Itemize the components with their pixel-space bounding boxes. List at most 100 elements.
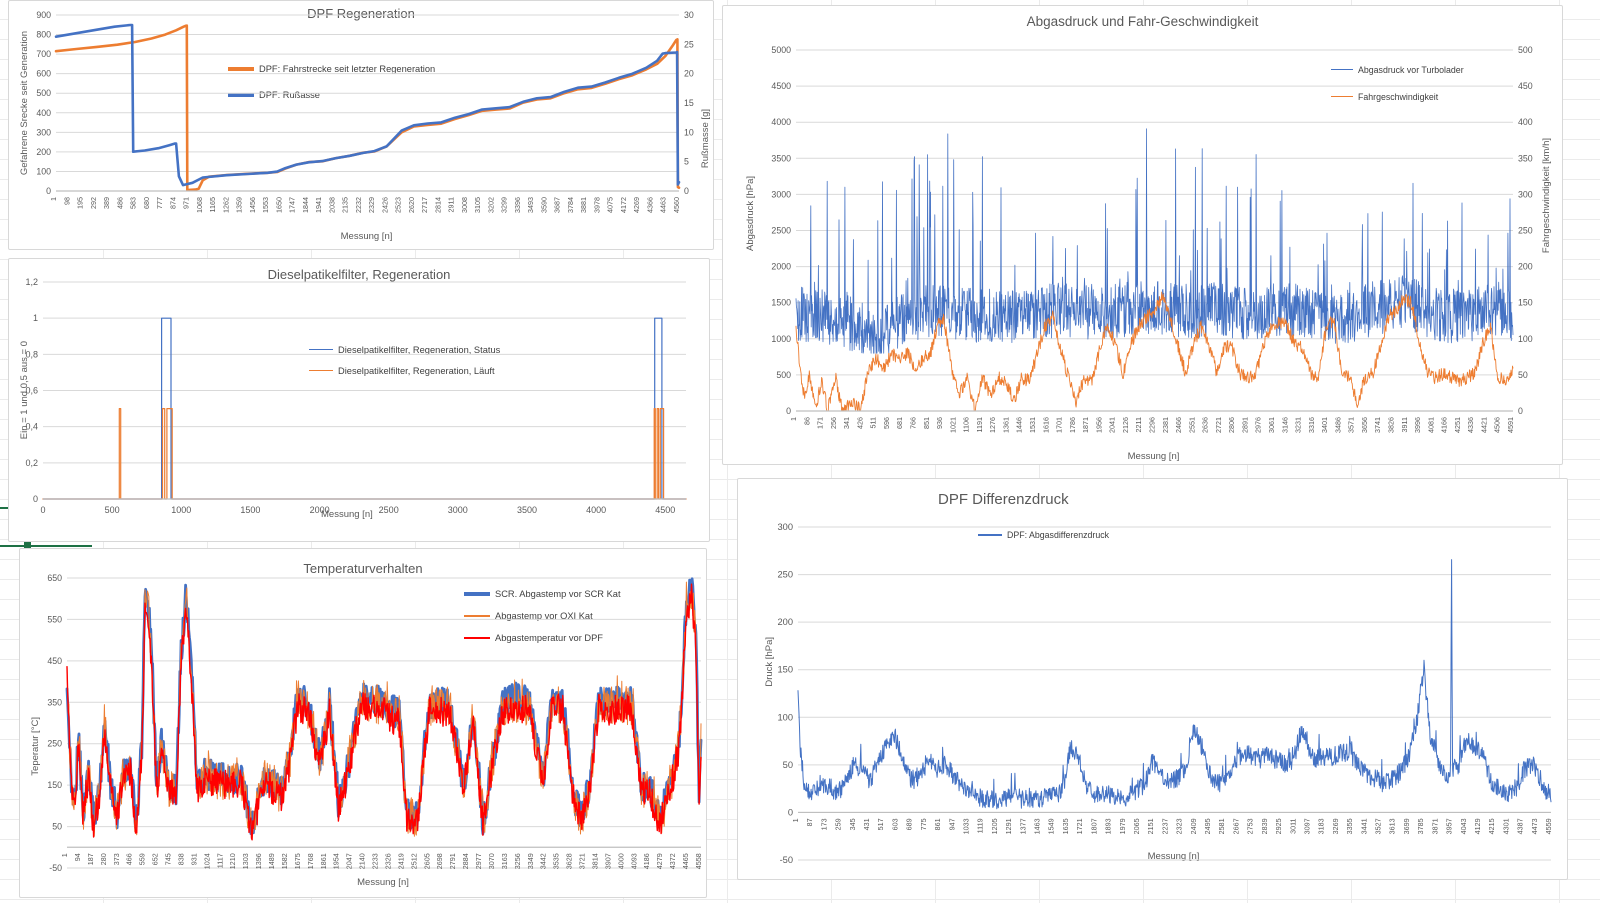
- svg-text:1303: 1303: [241, 853, 250, 869]
- svg-text:4093: 4093: [629, 853, 638, 869]
- svg-text:25: 25: [684, 39, 694, 49]
- svg-text:3163: 3163: [500, 853, 509, 869]
- svg-text:874: 874: [168, 197, 177, 209]
- svg-text:2000: 2000: [310, 505, 330, 515]
- svg-text:1616: 1616: [1041, 417, 1050, 433]
- svg-text:3911: 3911: [1400, 417, 1409, 432]
- svg-text:4387: 4387: [1516, 818, 1525, 834]
- svg-text:3590: 3590: [539, 197, 548, 213]
- legend-item[interactable]: DPF: Fahrstrecke seit letzter Regenerati…: [228, 56, 435, 82]
- svg-text:2038: 2038: [327, 197, 336, 213]
- svg-text:1861: 1861: [319, 853, 328, 869]
- chart-dpf-regeneration[interactable]: DPF Regeneration Gefahrene Srecke seit G…: [8, 0, 714, 250]
- chart-dpf-differenzdruck[interactable]: DPF Differenzdruck Druck [hPa] Messung […: [737, 478, 1568, 880]
- svg-text:0: 0: [788, 807, 793, 817]
- legend-item[interactable]: Dieselpatikelfilter, Regeneration, Läuft: [309, 360, 500, 381]
- svg-text:689: 689: [905, 818, 914, 830]
- svg-text:30: 30: [684, 10, 694, 20]
- svg-text:500: 500: [776, 370, 791, 380]
- svg-text:4000: 4000: [616, 853, 625, 869]
- chart-title: Temperaturverhalten: [303, 561, 423, 576]
- svg-text:2839: 2839: [1260, 818, 1269, 834]
- svg-text:4558: 4558: [694, 853, 703, 869]
- svg-text:3008: 3008: [460, 197, 469, 213]
- svg-text:3826: 3826: [1387, 417, 1396, 433]
- svg-text:3978: 3978: [593, 197, 602, 213]
- svg-text:1165: 1165: [208, 197, 217, 212]
- svg-text:550: 550: [47, 614, 62, 624]
- svg-text:2605: 2605: [422, 853, 431, 869]
- legend-label: DPF: Abgasdifferenzdruck: [1007, 530, 1110, 540]
- legend-item[interactable]: DPF: Rußasse: [228, 82, 435, 108]
- svg-text:345: 345: [848, 818, 857, 830]
- chart-title: Dieselpatikelfilter, Regeneration: [267, 267, 451, 282]
- svg-text:500: 500: [105, 505, 120, 515]
- svg-text:-50: -50: [780, 855, 793, 865]
- svg-text:1549: 1549: [1047, 818, 1056, 834]
- svg-text:1068: 1068: [195, 197, 204, 213]
- svg-text:100: 100: [777, 712, 793, 722]
- svg-text:1210: 1210: [228, 853, 237, 869]
- svg-text:3355: 3355: [1345, 818, 1354, 834]
- svg-text:511: 511: [869, 417, 878, 428]
- svg-text:3146: 3146: [1280, 417, 1289, 433]
- svg-text:2381: 2381: [1161, 417, 1170, 433]
- svg-text:2296: 2296: [1148, 417, 1157, 433]
- legend-item[interactable]: Dieselpatikelfilter, Regeneration, Statu…: [309, 339, 500, 360]
- svg-text:1000: 1000: [771, 334, 791, 344]
- svg-text:3881: 3881: [579, 197, 588, 213]
- svg-text:596: 596: [882, 417, 891, 429]
- svg-text:0: 0: [33, 494, 38, 504]
- svg-text:3814: 3814: [591, 853, 600, 869]
- svg-text:2717: 2717: [420, 197, 429, 213]
- svg-text:1893: 1893: [1104, 818, 1113, 834]
- svg-text:971: 971: [182, 197, 191, 209]
- svg-text:1: 1: [789, 417, 798, 421]
- svg-text:500: 500: [36, 88, 51, 98]
- legend-item[interactable]: Fahrgeschwindigkeit: [1331, 83, 1464, 110]
- svg-text:3316: 3316: [1307, 417, 1316, 433]
- svg-text:3256: 3256: [513, 853, 522, 869]
- legend-item[interactable]: DPF: Abgasdifferenzdruck: [978, 525, 1109, 545]
- svg-text:4506: 4506: [1493, 417, 1502, 433]
- svg-text:2211: 2211: [1134, 417, 1143, 432]
- svg-text:150: 150: [1518, 298, 1533, 308]
- legend-label: Abgastemp vor OXI Kat: [495, 611, 593, 621]
- legend-item[interactable]: Abgastemp vor OXI Kat: [464, 605, 621, 627]
- svg-text:3741: 3741: [1373, 417, 1382, 433]
- svg-text:4215: 4215: [1487, 818, 1496, 834]
- chart-abgasdruck-fahrgeschwindigkeit[interactable]: Abgasdruck und Fahr-Geschwindigkeit Abga…: [722, 5, 1563, 465]
- svg-text:2329: 2329: [367, 197, 376, 213]
- svg-text:0,4: 0,4: [25, 422, 38, 432]
- legend-label: Dieselpatikelfilter, Regeneration, Läuft: [338, 365, 495, 376]
- svg-text:86: 86: [802, 417, 811, 425]
- chart-temperaturverhalten[interactable]: Temperaturverhalten Teperatur [°C] Messu…: [19, 548, 707, 898]
- svg-text:3628: 3628: [565, 853, 574, 869]
- legend-item[interactable]: Abgasdruck vor Turbolader: [1331, 56, 1464, 83]
- svg-text:650: 650: [47, 573, 62, 583]
- svg-text:4465: 4465: [681, 853, 690, 869]
- svg-text:2065: 2065: [1132, 818, 1141, 834]
- chart-title: DPF Differenzdruck: [938, 491, 1069, 508]
- svg-text:2326: 2326: [384, 853, 393, 869]
- chart-dieselpartikelfilter-regeneration[interactable]: Dieselpatikelfilter, Regeneration Ein = …: [8, 258, 710, 542]
- legend-item[interactable]: SCR. Abgastemp vor SCR Kat: [464, 583, 621, 605]
- chart-title: Abgasdruck und Fahr-Geschwindigkeit: [1026, 14, 1259, 29]
- svg-text:3202: 3202: [486, 197, 495, 213]
- svg-text:2636: 2636: [1201, 417, 1210, 433]
- svg-text:3442: 3442: [539, 853, 548, 869]
- svg-text:1675: 1675: [293, 853, 302, 869]
- svg-text:2500: 2500: [771, 226, 791, 236]
- svg-text:766: 766: [909, 417, 918, 429]
- legend-item[interactable]: Abgastemperatur vor DPF: [464, 627, 621, 649]
- svg-text:775: 775: [919, 818, 928, 830]
- svg-text:350: 350: [47, 697, 62, 707]
- svg-text:1871: 1871: [1081, 417, 1090, 433]
- plot-area: 1,2 1 0,8 0,6 0,4 0,2 00 500 1000 1500 2000 2500 300…: [25, 277, 687, 515]
- svg-text:2791: 2791: [448, 853, 457, 869]
- svg-text:4075: 4075: [606, 197, 615, 213]
- svg-text:1191: 1191: [975, 417, 984, 432]
- svg-text:2500: 2500: [379, 505, 399, 515]
- svg-text:2667: 2667: [1231, 818, 1240, 834]
- svg-text:2135: 2135: [341, 197, 350, 213]
